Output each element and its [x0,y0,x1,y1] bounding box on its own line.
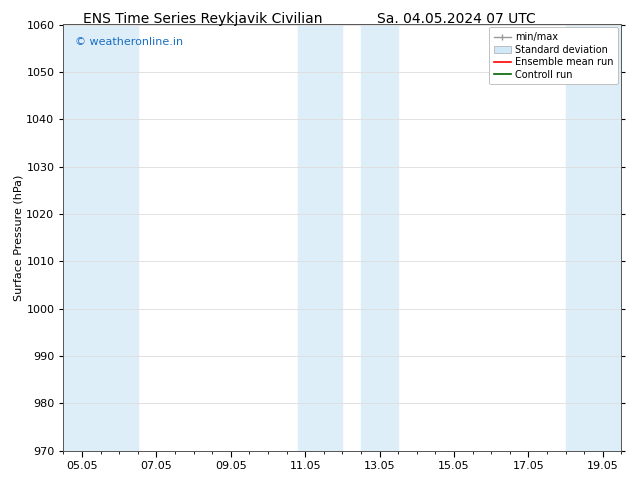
Bar [63,24,138,451]
Bar [298,24,342,451]
Text: ENS Time Series Reykjavik Civilian: ENS Time Series Reykjavik Civilian [83,12,323,26]
Text: © weatheronline.in: © weatheronline.in [75,37,183,48]
Text: Sa. 04.05.2024 07 UTC: Sa. 04.05.2024 07 UTC [377,12,536,26]
Bar [361,24,398,451]
Bar [566,24,621,451]
Y-axis label: Surface Pressure (hPa): Surface Pressure (hPa) [13,174,23,301]
Legend: min/max, Standard deviation, Ensemble mean run, Controll run: min/max, Standard deviation, Ensemble me… [489,27,618,84]
